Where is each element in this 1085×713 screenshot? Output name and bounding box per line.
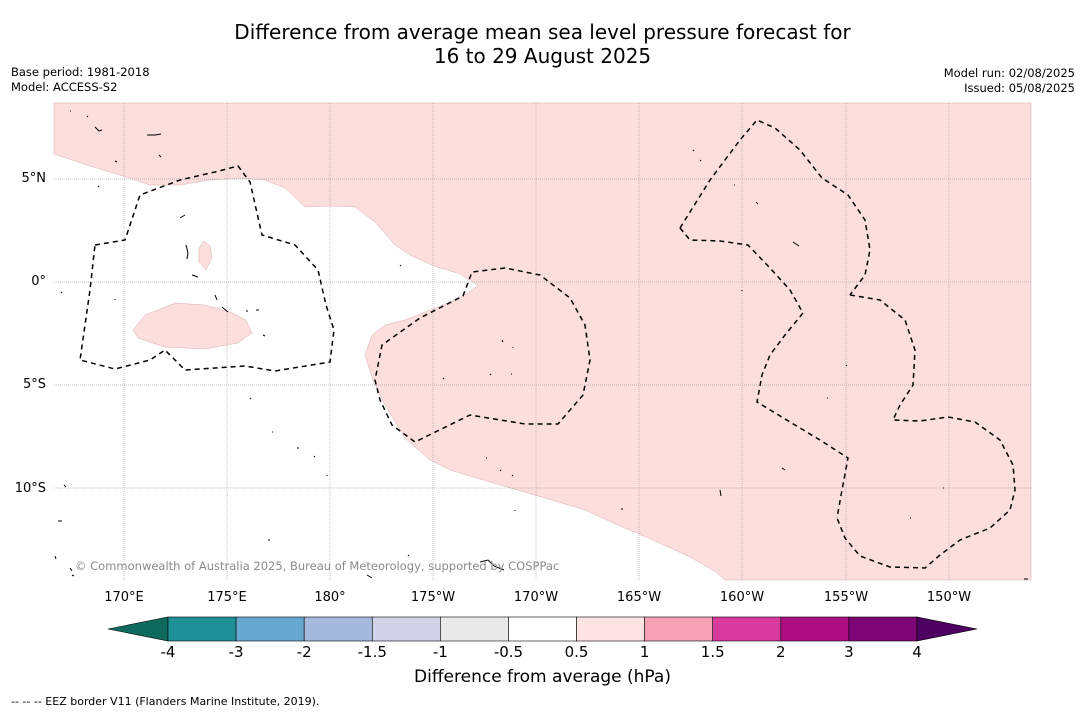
colorbar-cell <box>780 616 850 642</box>
map-title: Difference from average mean sea level p… <box>0 20 1085 68</box>
colorbar-cell <box>712 616 782 642</box>
colorbar-tick-label: -1 <box>432 643 448 661</box>
colorbar-tick-label: -3 <box>228 643 244 661</box>
colorbar-tick-label: 2 <box>776 643 786 661</box>
lat-label-5s: 5°S <box>22 377 46 392</box>
eez-legend-note: -- -- -- EEZ border V11 (Flanders Marine… <box>11 695 320 708</box>
lon-label-170w: 170°W <box>513 590 559 605</box>
colorbar-tick-label: -1.5 <box>357 643 387 661</box>
lat-label-0: 0° <box>31 274 46 289</box>
meta-left: Base period: 1981-2018 Model: ACCESS-S2 <box>11 65 150 95</box>
model-name: Model: ACCESS-S2 <box>11 80 118 94</box>
title-line-1: Difference from average mean sea level p… <box>234 20 851 44</box>
island-pink-west <box>132 302 253 350</box>
lon-label-165w: 165°W <box>616 590 662 605</box>
colorbar-cell <box>848 616 918 642</box>
islands <box>54 110 1028 580</box>
colorbar-extend-high <box>916 616 978 642</box>
eez-border-west <box>79 165 335 372</box>
colorbar-tick-label: -4 <box>160 643 176 661</box>
issued-date: Issued: 05/08/2025 <box>964 81 1075 95</box>
eez-border-east-mid <box>679 227 849 519</box>
colorbar-cell <box>303 616 373 642</box>
meta-right: Model run: 02/08/2025 Issued: 05/08/2025 <box>944 66 1075 96</box>
colorbar-cell <box>576 616 645 642</box>
colorbar-tick-label: 1.5 <box>700 643 725 661</box>
model-run: Model run: 02/08/2025 <box>943 66 1075 80</box>
island-pink-small <box>198 240 213 271</box>
colorbar-cell <box>235 616 305 642</box>
colorbar-graphic <box>107 616 978 642</box>
colorbar-tick-label: -0.5 <box>493 643 524 661</box>
lon-label-155w: 155°W <box>823 590 869 605</box>
lon-label-160w: 160°W <box>719 590 765 605</box>
colorbar-cell <box>371 616 441 642</box>
eez-border-central <box>374 267 591 443</box>
colorbar-cell <box>508 616 577 642</box>
lon-label-175e: 175°E <box>207 590 247 605</box>
colorbar-title: Difference from average (hPa) <box>414 667 671 687</box>
colorbar-cells <box>167 616 918 642</box>
colorbar-tick-label: 1 <box>639 643 650 661</box>
eez-border-east-south <box>836 294 1016 569</box>
colorbar-tick-label: 4 <box>912 643 922 661</box>
lon-label-180: 180° <box>314 590 346 605</box>
copyright-notice: © Commonwealth of Australia 2025, Bureau… <box>75 559 560 573</box>
colorbar-extend-low <box>107 616 169 642</box>
eez-borders <box>79 119 1016 569</box>
colorbar-cell <box>644 616 714 642</box>
colorbar-cell <box>440 616 509 642</box>
colorbar-tick-label: 3 <box>844 643 854 661</box>
colorbar-tick-label: -2 <box>296 643 312 661</box>
lat-label-5n: 5°N <box>21 171 47 186</box>
base-period: Base period: 1981-2018 <box>11 65 150 79</box>
title-line-2: 16 to 29 August 2025 <box>433 44 652 68</box>
colorbar-cell <box>167 616 237 642</box>
eez-border-east-north <box>679 119 871 296</box>
lon-label-150w: 150°W <box>926 590 972 605</box>
graticule <box>54 103 1031 580</box>
lon-label-175w: 175°W <box>410 590 456 605</box>
lon-label-170e: 170°E <box>104 590 144 605</box>
colorbar-tick-label: 0.5 <box>564 643 589 661</box>
lat-label-10s: 10°S <box>14 481 46 496</box>
